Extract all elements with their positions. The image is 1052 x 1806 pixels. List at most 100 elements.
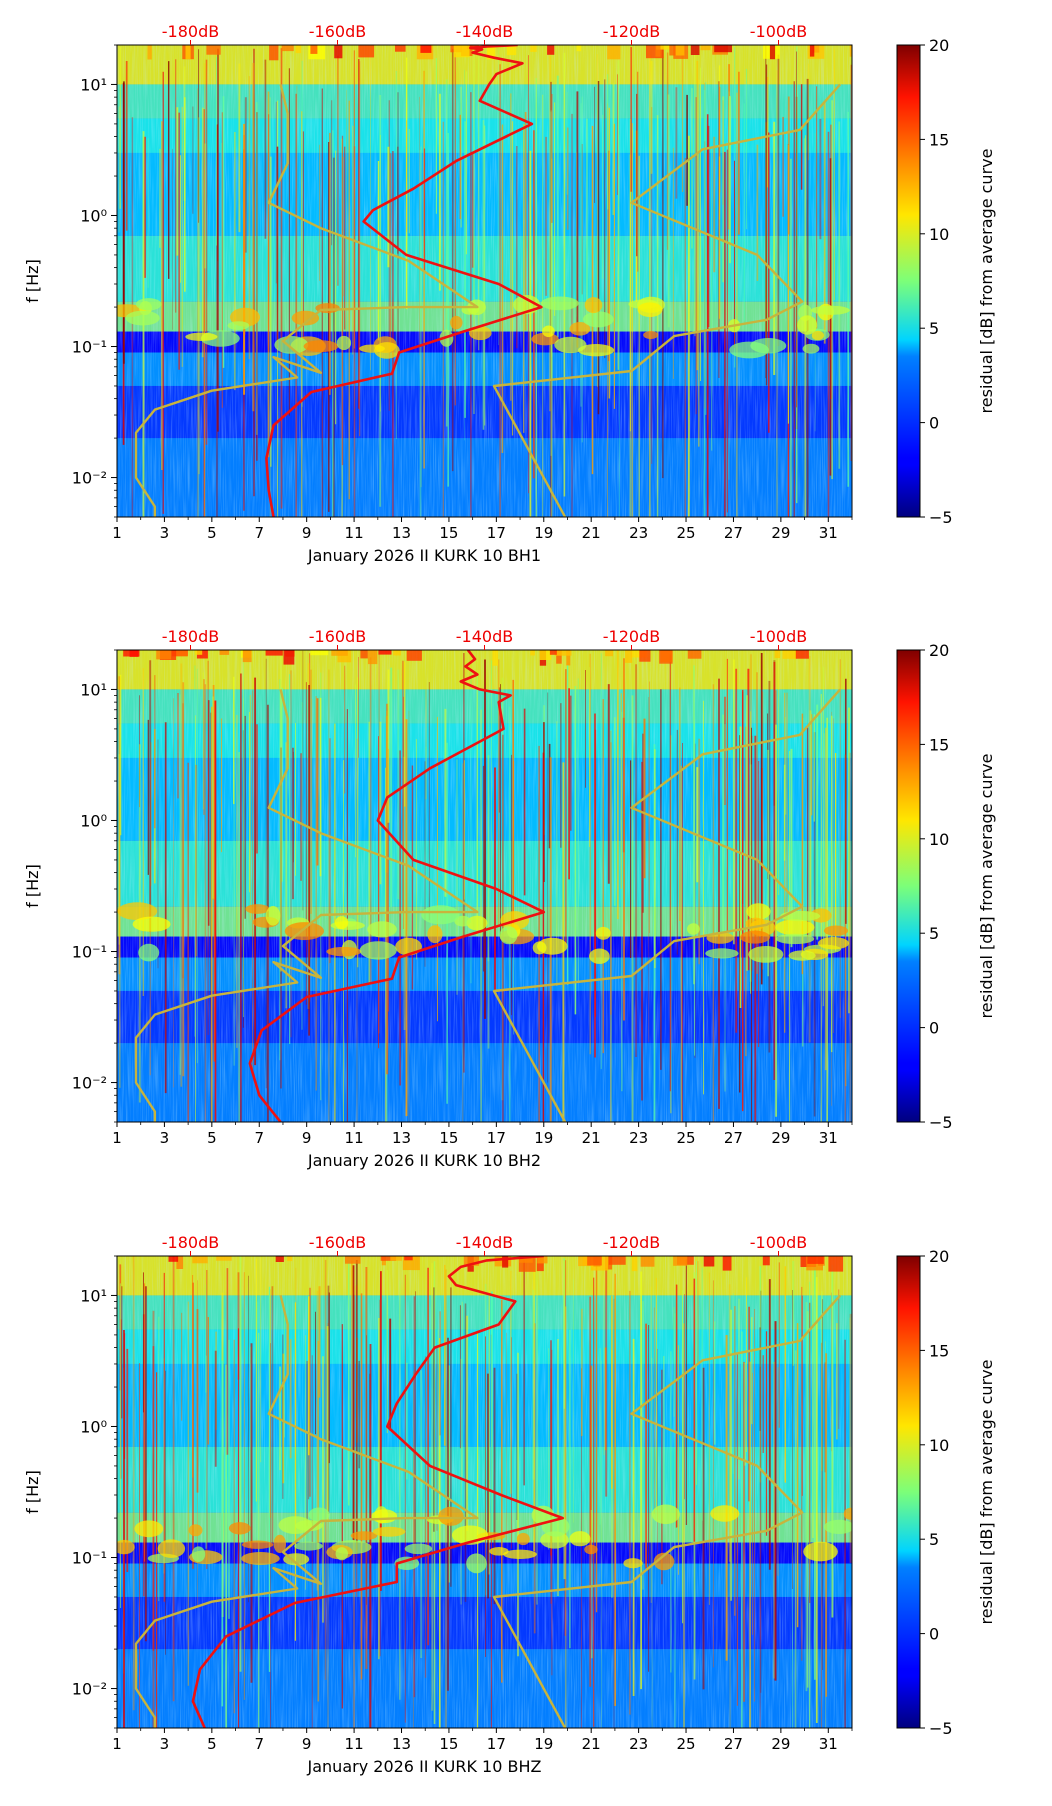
- hf-patch: [566, 650, 571, 666]
- hf-patch: [219, 650, 230, 655]
- hf-patch: [420, 45, 432, 53]
- microseism-blob: [450, 315, 463, 330]
- colorbar-tick-label: 0: [929, 414, 939, 433]
- microseism-blob: [802, 343, 820, 354]
- hf-patch: [331, 650, 348, 656]
- microseism-blob: [503, 1549, 537, 1560]
- colorbar-label: residual [dB] from average curve: [977, 1360, 996, 1625]
- x-tick-label: 31: [819, 1129, 838, 1147]
- hf-patch: [640, 1256, 655, 1267]
- x-tick-label: 13: [392, 1129, 411, 1147]
- high-noise-model-line: [492, 1294, 841, 1728]
- colorbar-label: residual [dB] from average curve: [977, 149, 996, 414]
- hf-patch: [549, 650, 557, 655]
- x-tick-label: 25: [676, 1129, 695, 1147]
- hf-patch: [390, 1256, 402, 1261]
- hf-patch: [265, 650, 283, 656]
- y-tick-label: 10⁰: [80, 1417, 107, 1436]
- microseism-blob: [350, 1531, 378, 1541]
- colorbar-tick-label: 20: [929, 1247, 949, 1266]
- microseism-blob: [651, 1504, 680, 1525]
- hf-patch: [774, 650, 780, 659]
- low-noise-model-line: [134, 84, 479, 517]
- hf-patch: [283, 650, 295, 665]
- colorbar-tick-label: 15: [929, 130, 949, 149]
- microseism-blob: [748, 946, 784, 963]
- microseism-blob: [284, 922, 324, 941]
- microseism-blob: [227, 321, 250, 330]
- spectrogram-texture: [117, 1256, 852, 1728]
- microseism-blob: [228, 1522, 251, 1535]
- x-tick-label: 23: [629, 1735, 648, 1753]
- microseism-blob: [623, 1558, 643, 1569]
- x-tick-label: 1: [112, 1735, 122, 1753]
- colorbar-tick-label: 5: [929, 924, 939, 943]
- x-tick-label: 3: [160, 1129, 170, 1147]
- microseism-blob: [843, 1507, 852, 1520]
- colorbar-tick-label: 5: [929, 1530, 939, 1549]
- x-tick-label: 27: [724, 524, 743, 542]
- y-tick-label: 10¹: [80, 1286, 107, 1305]
- hf-patch: [687, 650, 702, 659]
- hf-patch: [185, 45, 191, 60]
- x-tick-label: 19: [534, 1735, 553, 1753]
- colorbar-tick-label: −5: [929, 1113, 953, 1132]
- colorbar-tick-label: 15: [929, 735, 949, 754]
- microseism-blob: [245, 904, 270, 914]
- hf-patch: [762, 1256, 770, 1266]
- x-tick-label: 3: [160, 1735, 170, 1753]
- x-tick-label: 29: [771, 524, 790, 542]
- microseism-blob: [273, 1534, 286, 1554]
- microseism-blob: [291, 310, 320, 326]
- microseism-blob: [595, 926, 611, 940]
- hf-patch: [655, 45, 661, 57]
- microseism-blob: [740, 930, 770, 944]
- top-db-label: -140dB: [456, 1233, 513, 1252]
- average-psd-curve: [191, 1256, 564, 1728]
- x-tick-label: 29: [771, 1129, 790, 1147]
- hf-patch: [123, 650, 140, 657]
- y-tick-label: 10¹: [80, 680, 107, 699]
- hf-patch: [358, 45, 375, 58]
- y-tick-label: 10⁻¹: [72, 1549, 107, 1568]
- hf-patch: [656, 45, 672, 50]
- hf-patch: [703, 1256, 715, 1267]
- hf-patch: [673, 1256, 688, 1266]
- x-tick-label: 19: [534, 524, 553, 542]
- top-db-label: -180dB: [162, 627, 219, 646]
- microseism-blob: [157, 1539, 186, 1558]
- hf-patch: [192, 1256, 208, 1264]
- microseism-blob: [265, 906, 281, 926]
- colorbar-tick-label: 0: [929, 1019, 939, 1038]
- microseism-blob: [823, 925, 849, 936]
- colorbar-tick-label: 5: [929, 319, 939, 338]
- x-axis-label: January 2026 II KURK 10 BH2: [307, 1151, 541, 1170]
- hf-patch: [393, 650, 401, 656]
- top-db-label: -140dB: [456, 22, 513, 41]
- hf-patch: [518, 1256, 533, 1263]
- x-tick-label: 5: [207, 524, 217, 542]
- low-noise-model-line: [134, 1295, 479, 1728]
- microseism-blob: [705, 948, 739, 959]
- top-db-label: -160dB: [309, 627, 366, 646]
- spectrogram-body: [117, 1256, 852, 1728]
- microseism-blob: [336, 335, 352, 351]
- microseism-blob: [540, 1531, 569, 1549]
- microseism-blob: [421, 905, 460, 925]
- hf-patch: [406, 650, 422, 661]
- hf-patch: [502, 1256, 509, 1268]
- hf-patch: [547, 45, 555, 55]
- microseism-blob: [372, 1526, 406, 1537]
- microseism-blob: [643, 331, 659, 339]
- x-tick-label: 31: [819, 524, 838, 542]
- microseism-blob: [125, 310, 160, 326]
- microseism-blob: [823, 1519, 852, 1534]
- microseism-blob: [532, 941, 547, 955]
- x-tick-label: 17: [487, 524, 506, 542]
- hf-patch: [506, 45, 517, 56]
- x-tick-label: 25: [676, 1735, 695, 1753]
- hf-patch: [287, 1256, 293, 1262]
- x-tick-label: 17: [487, 1129, 506, 1147]
- x-tick-label: 23: [629, 1129, 648, 1147]
